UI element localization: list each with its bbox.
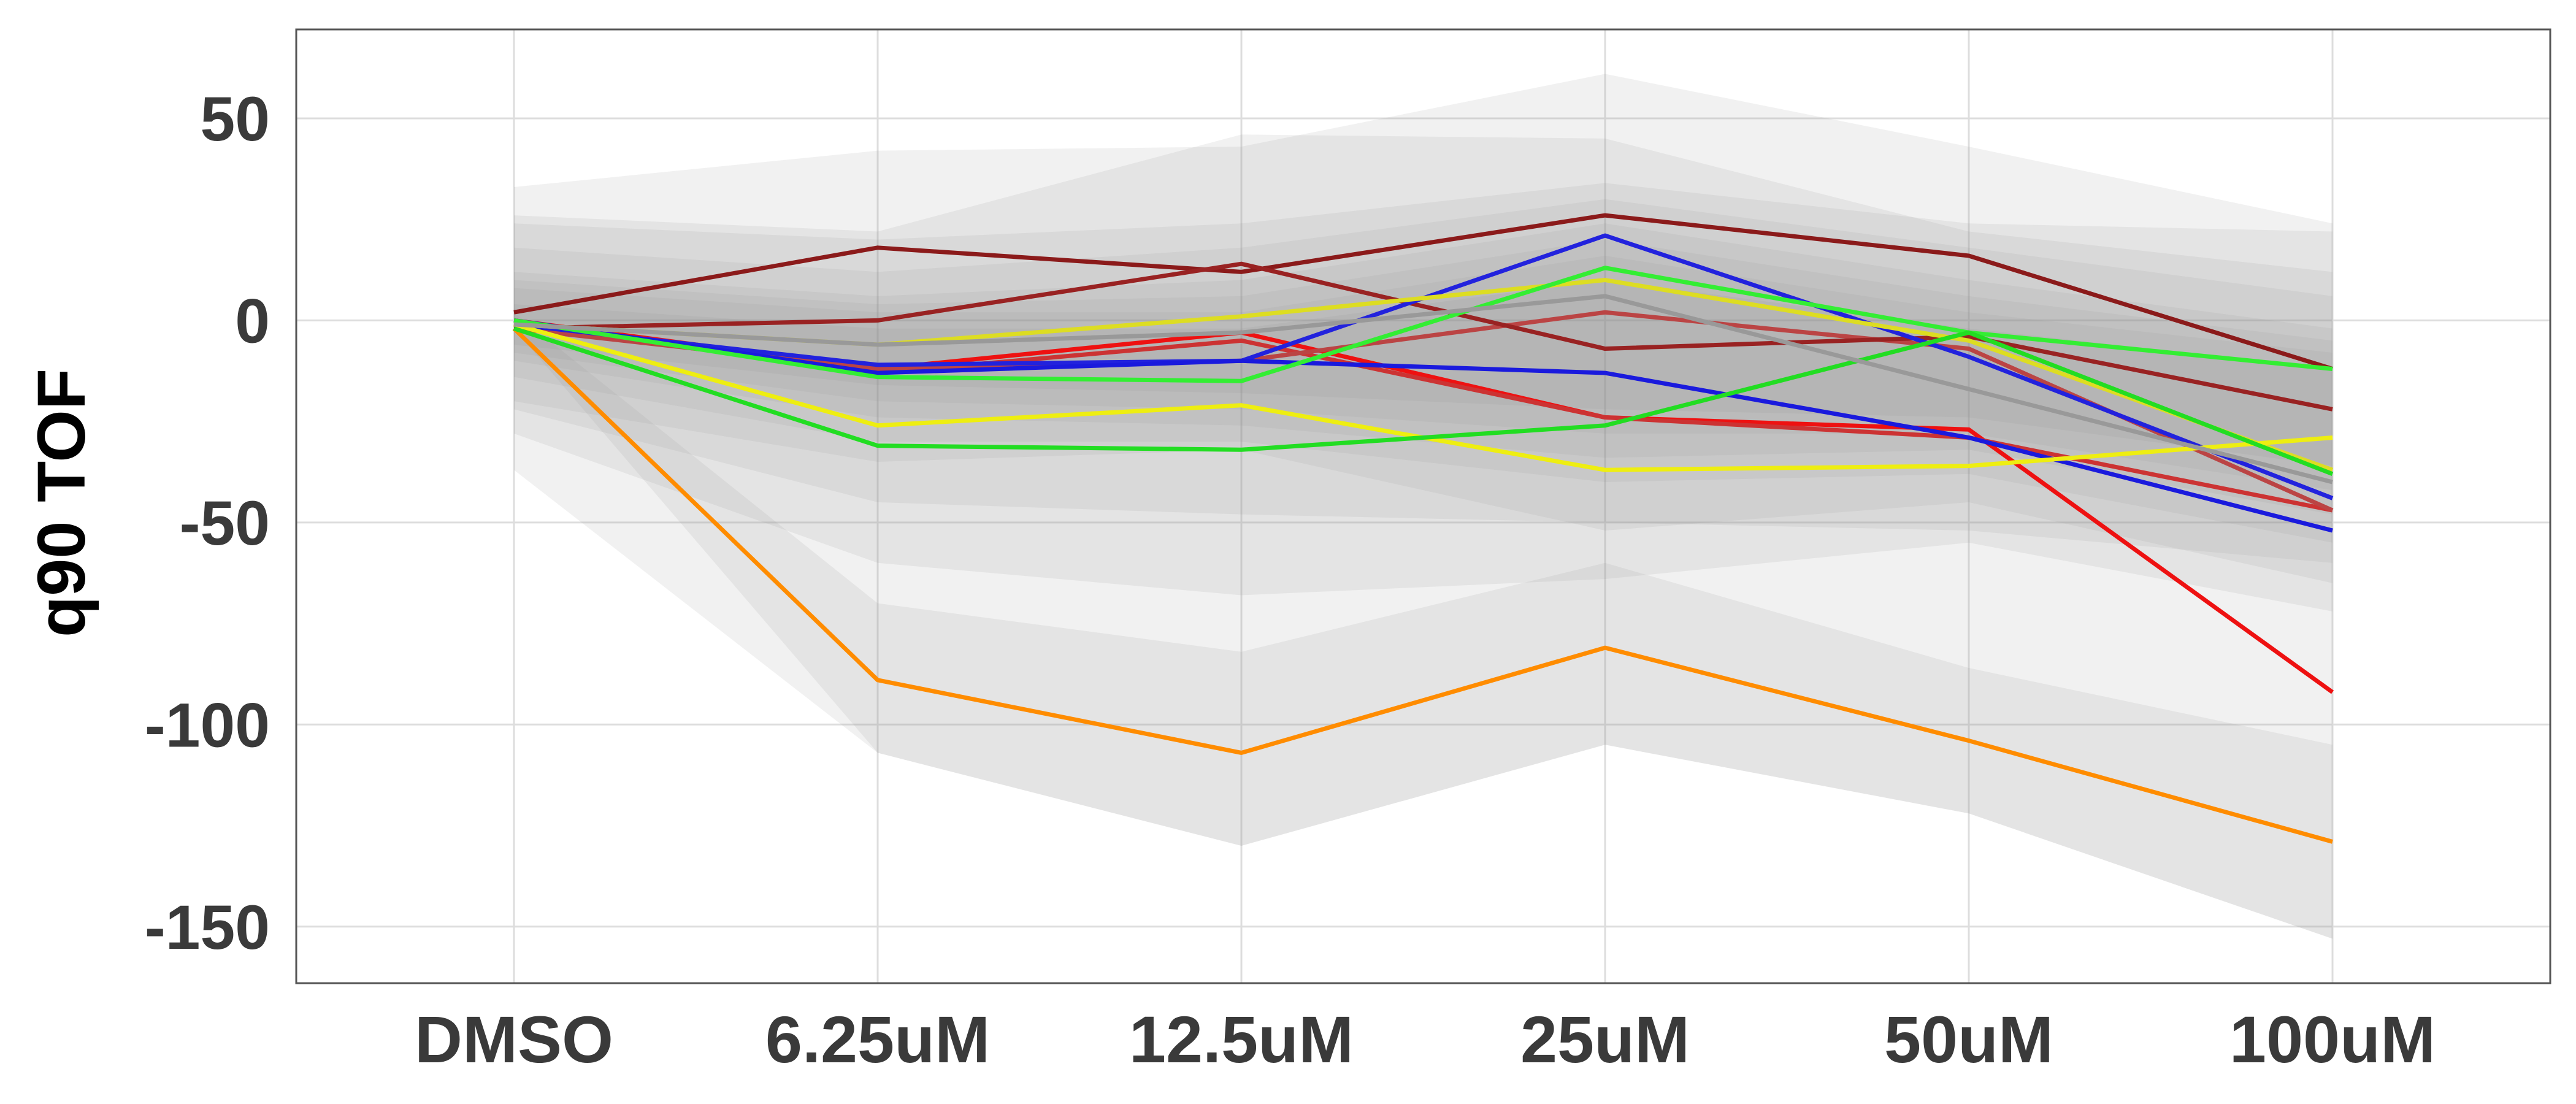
series-line [512,327,2333,844]
y-tick-label: -150 [145,892,270,962]
x-tick-label: 50uM [1884,1002,2053,1076]
series-line [513,318,2333,533]
y-tick-labels: 50 0 -50 -100 -150 [145,84,270,962]
x-tick-label: 6.25uM [765,1002,990,1076]
series-line [513,213,2334,371]
series-line [513,326,2334,477]
series-lines [512,213,2334,844]
x-tick-labels: DMSO 6.25uM 12.5uM 25uM 50uM 100uM [415,1002,2436,1076]
confidence-ribbon [514,312,2333,939]
x-tick-label: 100uM [2229,1002,2436,1076]
confidence-ribbon [514,199,2333,583]
y-tick-label: 0 [235,286,270,356]
y-axis-title: q90 TOF [24,369,99,637]
plot-frame [295,28,2551,984]
confidence-ribbon [514,74,2333,939]
x-tick-label: 25uM [1520,1002,1690,1076]
series-line [513,261,2333,412]
grid [296,29,2550,983]
y-tick-label: -100 [145,690,270,760]
x-tick-label: DMSO [415,1002,613,1076]
confidence-ribbon [514,223,2333,543]
x-tick-label: 12.5uM [1129,1002,1354,1076]
y-tick-label: -50 [180,488,270,558]
y-tick-label: 50 [201,84,270,154]
series-line [513,266,2333,383]
series-line [513,294,2333,485]
